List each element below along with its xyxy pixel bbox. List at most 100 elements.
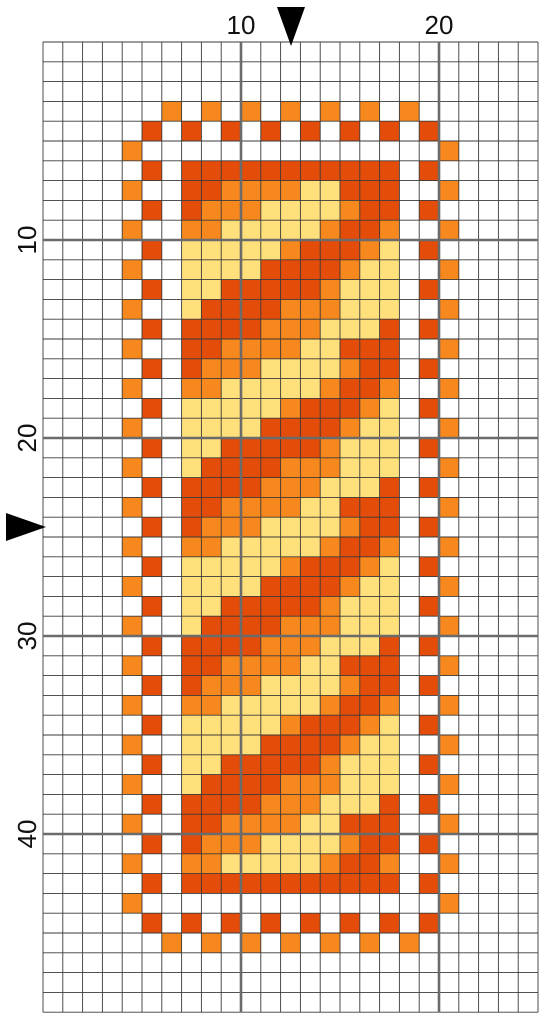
minor-grid-lines: [42, 41, 539, 1013]
stitch-cell: [439, 576, 459, 597]
stitch-cell: [439, 378, 459, 399]
stitch-cell: [201, 636, 222, 656]
stitch-cell: [359, 715, 380, 735]
stitch-cell: [340, 418, 360, 438]
stitch-cell: [122, 378, 142, 399]
stitch-cell: [181, 675, 202, 696]
stitch-cell: [320, 358, 340, 379]
stitch-cell: [201, 477, 222, 498]
stitch-cell: [260, 695, 281, 716]
stitch-cell: [201, 259, 222, 280]
stitch-cell: [419, 160, 439, 181]
stitch-cell: [379, 259, 400, 280]
stitch-cell: [221, 715, 241, 735]
stitch-cell: [201, 735, 222, 755]
stitch-cell: [300, 794, 321, 815]
stitch-cell: [241, 259, 261, 280]
stitch-cell: [241, 576, 261, 597]
stitch-cell: [320, 259, 340, 280]
stitch-cell: [221, 853, 241, 874]
stitch-cell: [260, 873, 281, 894]
stitch-cell: [201, 933, 222, 953]
stitch-cell: [221, 794, 241, 815]
stitch-cell: [379, 358, 400, 379]
stitch-cell: [379, 339, 400, 359]
stitch-cell: [320, 299, 340, 320]
stitch-cell: [122, 576, 142, 597]
stitch-cell: [320, 655, 340, 676]
stitch-cell: [142, 121, 162, 141]
stitch-cell: [221, 576, 241, 597]
stitch-cell: [122, 735, 142, 755]
stitch-cell: [340, 497, 360, 518]
stitch-cell: [241, 240, 261, 260]
stitch-cell: [300, 754, 321, 775]
stitch-cell: [359, 873, 380, 894]
stitch-cell: [300, 774, 321, 795]
stitch-cell: [340, 556, 360, 577]
stitch-cell: [221, 655, 241, 676]
stitch-cell: [260, 180, 281, 201]
stitch-cell: [260, 616, 281, 636]
stitch-cell: [280, 358, 301, 379]
stitch-cell: [340, 457, 360, 478]
stitch-cell: [260, 715, 281, 735]
stitch-cell: [280, 180, 301, 201]
stitch-cell: [320, 101, 340, 122]
stitch-cell: [241, 477, 261, 498]
stitch-cell: [241, 180, 261, 201]
stitch-cell: [142, 358, 162, 379]
stitch-cell: [201, 378, 222, 399]
stitch-cell: [181, 655, 202, 676]
stitch-cell: [320, 636, 340, 656]
stitch-cell: [280, 438, 301, 458]
stitch-cell: [280, 695, 301, 716]
stitch-cell: [241, 339, 261, 359]
stitch-cell: [260, 299, 281, 320]
stitch-cell: [181, 279, 202, 300]
stitch-cell: [359, 279, 380, 300]
stitch-cell: [359, 299, 380, 320]
stitch-cell: [340, 655, 360, 676]
stitch-cell: [260, 220, 281, 240]
stitch-cell: [320, 873, 340, 894]
stitch-cell: [379, 240, 400, 260]
stitch-cell: [142, 913, 162, 933]
stitch-cell: [320, 715, 340, 735]
stitch-cell: [221, 913, 241, 933]
stitch-cell: [320, 438, 340, 458]
stitch-cell: [260, 636, 281, 656]
stitch-cell: [122, 537, 142, 557]
stitch-cell: [379, 735, 400, 755]
stitch-cell: [300, 438, 321, 458]
stitch-cell: [340, 913, 360, 933]
stitch-cell: [181, 596, 202, 617]
stitch-cell: [300, 319, 321, 339]
stitch-cell: [201, 101, 222, 122]
stitch-cell: [340, 675, 360, 696]
stitch-cell: [280, 279, 301, 300]
stitch-cell: [340, 853, 360, 874]
stitch-cell: [340, 695, 360, 716]
stitch-cell: [241, 754, 261, 775]
stitch-cell: [359, 358, 380, 379]
stitch-cell: [300, 675, 321, 696]
stitch-cell: [280, 497, 301, 518]
stitch-cell: [221, 339, 241, 359]
stitch-cell: [419, 794, 439, 815]
stitch-cell: [241, 438, 261, 458]
stitch-cell: [142, 517, 162, 537]
stitch-cell: [280, 715, 301, 735]
stitch-cell: [142, 715, 162, 735]
stitch-cell: [399, 101, 420, 122]
stitch-cell: [379, 160, 400, 181]
stitch-cell: [142, 754, 162, 775]
stitch-cell: [320, 378, 340, 399]
stitch-cell: [320, 339, 340, 359]
stitch-cell: [359, 477, 380, 498]
stitch-cell: [379, 556, 400, 577]
stitch-cell: [201, 299, 222, 320]
stitch-cell: [320, 160, 340, 181]
stitch-cell: [359, 596, 380, 617]
stitch-cell: [221, 240, 241, 260]
